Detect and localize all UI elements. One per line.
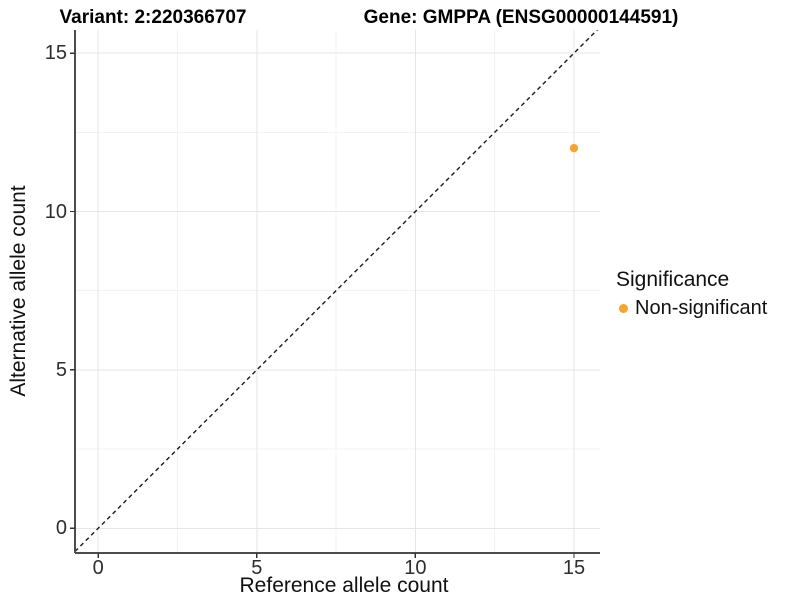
legend-title: Significance (616, 268, 730, 291)
plot-title-right: Gene: GMPPA (ENSG00000144591) (363, 7, 679, 28)
y-tick-label: 5 (55, 358, 67, 381)
x-axis-title: Reference allele count (239, 574, 449, 597)
axis-lines (74, 30, 600, 554)
y-axis-title: Alternative allele count (7, 185, 30, 397)
identity-reference-line (75, 30, 599, 552)
y-tick-label: 0 (55, 517, 67, 540)
grid-major (75, 30, 600, 553)
legend-item: Non-significant (616, 297, 767, 320)
tick-marks (70, 52, 575, 558)
y-tick-label: 15 (44, 42, 67, 65)
legend-point-icon (619, 304, 628, 313)
y-tick-label: 10 (44, 200, 67, 223)
panel-background (75, 30, 600, 553)
plot-title-left: Variant: 2:220366707 (59, 7, 247, 28)
data-point (569, 143, 579, 153)
legend-item-label: Non-significant (635, 297, 768, 319)
x-tick-label: 10 (404, 557, 427, 579)
x-tick-label: 5 (251, 557, 263, 579)
x-tick-label: 15 (562, 557, 586, 579)
legend: Significance Non-significant (616, 268, 767, 320)
x-tick-label: 0 (92, 557, 104, 579)
